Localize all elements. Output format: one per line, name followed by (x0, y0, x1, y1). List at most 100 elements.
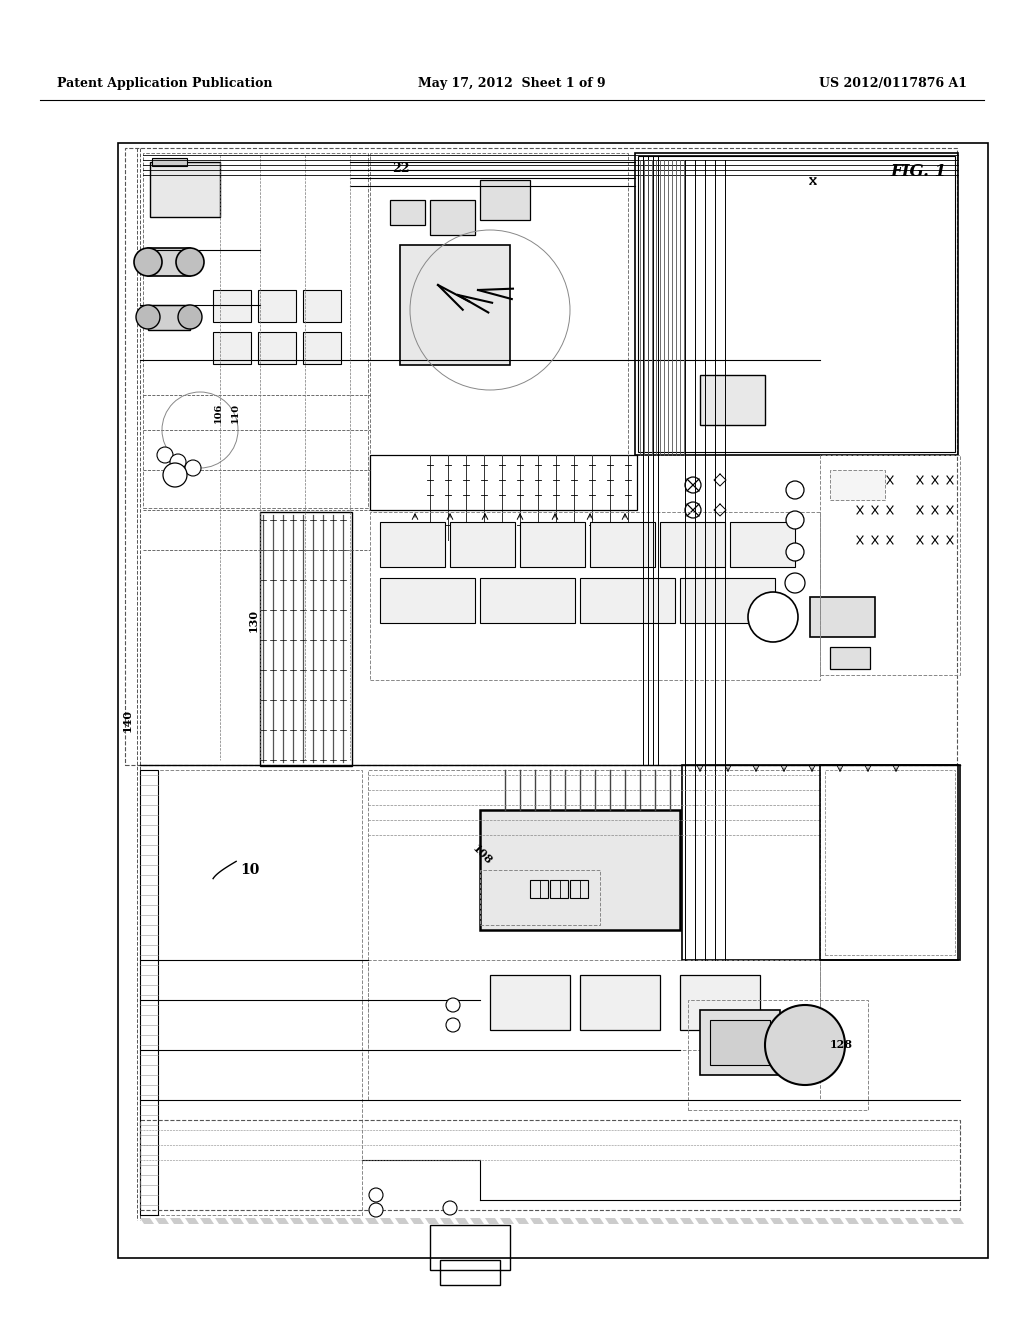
Bar (480, 810, 680, 931)
Circle shape (170, 454, 186, 470)
Polygon shape (740, 1218, 754, 1224)
Bar (680, 975, 760, 1030)
Bar (638, 156, 955, 451)
Bar (825, 770, 955, 954)
Polygon shape (785, 1218, 799, 1224)
Circle shape (178, 305, 202, 329)
Bar (118, 143, 988, 1258)
Bar (148, 305, 190, 330)
Polygon shape (905, 1218, 919, 1224)
Bar (700, 1010, 780, 1074)
Bar (480, 578, 575, 623)
Circle shape (748, 591, 798, 642)
Bar (520, 521, 585, 568)
Polygon shape (185, 1218, 199, 1224)
Polygon shape (920, 1218, 934, 1224)
Bar (148, 248, 190, 276)
Bar (680, 578, 775, 623)
Polygon shape (440, 1218, 454, 1224)
Text: 106: 106 (213, 403, 222, 424)
Bar (380, 521, 445, 568)
Polygon shape (350, 1218, 364, 1224)
Bar (303, 290, 341, 322)
Text: 130: 130 (248, 609, 258, 631)
Bar (530, 880, 548, 898)
Polygon shape (575, 1218, 589, 1224)
Bar (635, 153, 958, 455)
Polygon shape (590, 1218, 604, 1224)
Polygon shape (560, 1218, 574, 1224)
Circle shape (786, 543, 804, 561)
Bar (213, 333, 251, 364)
Bar (303, 333, 341, 364)
Polygon shape (470, 1218, 484, 1224)
Polygon shape (425, 1218, 439, 1224)
Polygon shape (680, 1218, 694, 1224)
Circle shape (785, 573, 805, 593)
Bar (480, 180, 530, 220)
Text: US 2012/0117876 A1: US 2012/0117876 A1 (819, 78, 967, 91)
Polygon shape (770, 1218, 784, 1224)
Text: May 17, 2012  Sheet 1 of 9: May 17, 2012 Sheet 1 of 9 (418, 78, 606, 91)
Circle shape (446, 1018, 460, 1032)
Circle shape (185, 459, 201, 477)
Bar (580, 578, 675, 623)
Polygon shape (335, 1218, 349, 1224)
Polygon shape (755, 1218, 769, 1224)
Bar (140, 1119, 961, 1210)
Bar (368, 960, 820, 1100)
Polygon shape (710, 1218, 724, 1224)
Text: 22: 22 (392, 161, 410, 174)
Bar (213, 290, 251, 322)
Circle shape (134, 248, 162, 276)
Bar (430, 1225, 510, 1270)
Polygon shape (365, 1218, 379, 1224)
Bar (830, 647, 870, 669)
Polygon shape (245, 1218, 259, 1224)
Bar (370, 512, 820, 680)
Bar (820, 455, 961, 675)
Bar (580, 975, 660, 1030)
Polygon shape (380, 1218, 394, 1224)
Polygon shape (140, 1218, 154, 1224)
Bar (140, 770, 362, 1214)
Polygon shape (725, 1218, 739, 1224)
Text: FIG. 1: FIG. 1 (890, 164, 946, 181)
Bar (140, 770, 158, 1214)
Polygon shape (620, 1218, 634, 1224)
Bar (380, 578, 475, 623)
Polygon shape (890, 1218, 904, 1224)
Polygon shape (800, 1218, 814, 1224)
Bar (688, 1001, 868, 1110)
Polygon shape (950, 1218, 964, 1224)
Polygon shape (230, 1218, 244, 1224)
Polygon shape (530, 1218, 544, 1224)
Polygon shape (410, 1218, 424, 1224)
Bar (400, 246, 510, 366)
Circle shape (163, 463, 187, 487)
Text: 108: 108 (470, 843, 494, 867)
Bar (125, 148, 957, 766)
Circle shape (136, 305, 160, 329)
Polygon shape (485, 1218, 499, 1224)
Polygon shape (215, 1218, 229, 1224)
Circle shape (443, 1201, 457, 1214)
Text: 10: 10 (240, 863, 259, 876)
Polygon shape (860, 1218, 874, 1224)
Bar (370, 153, 628, 510)
Bar (450, 521, 515, 568)
Bar (368, 770, 820, 1049)
Text: 140: 140 (122, 709, 132, 731)
Bar (152, 158, 187, 166)
Polygon shape (395, 1218, 409, 1224)
Bar (550, 880, 568, 898)
Circle shape (786, 480, 804, 499)
Bar (820, 766, 961, 960)
Polygon shape (874, 1218, 889, 1224)
Polygon shape (455, 1218, 469, 1224)
Polygon shape (635, 1218, 649, 1224)
Polygon shape (500, 1218, 514, 1224)
Polygon shape (200, 1218, 214, 1224)
Polygon shape (319, 1218, 334, 1224)
Bar (730, 521, 795, 568)
